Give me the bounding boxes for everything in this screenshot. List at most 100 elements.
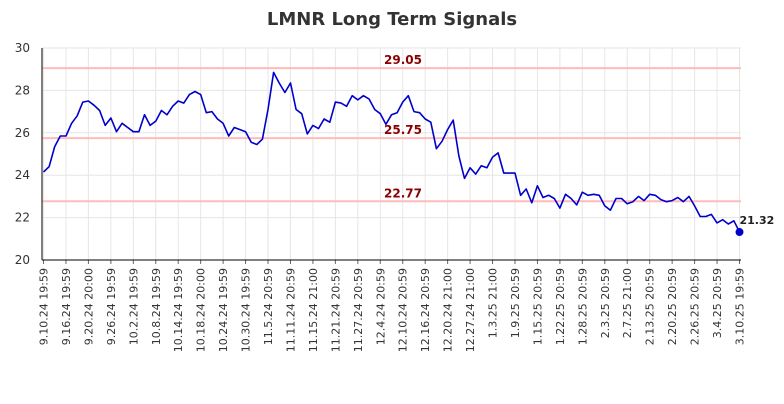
price-data-point xyxy=(188,93,191,96)
price-data-point xyxy=(362,94,365,97)
price-data-point xyxy=(693,204,696,207)
x-tick-label: 12.27.24 21:00 xyxy=(464,268,477,352)
price-data-point xyxy=(160,109,163,112)
y-tick-label: 26 xyxy=(15,126,30,140)
price-data-point xyxy=(250,141,253,144)
price-data-point xyxy=(659,198,662,201)
x-tick-label: 10.14.24 19:59 xyxy=(172,268,185,352)
price-data-point xyxy=(469,166,472,169)
x-tick-label: 11.15.24 21:00 xyxy=(307,268,320,352)
price-data-point xyxy=(379,112,382,115)
price-data-point xyxy=(485,166,488,169)
price-data-point xyxy=(643,199,646,202)
price-data-point xyxy=(671,199,674,202)
x-tick-label: 10.8.24 19:59 xyxy=(150,268,163,345)
price-data-point xyxy=(210,110,213,113)
price-data-point xyxy=(87,100,90,103)
price-data-point xyxy=(446,128,449,131)
price-data-point xyxy=(491,156,494,159)
price-data-point xyxy=(238,128,241,131)
x-tick-label: 11.11.24 20:59 xyxy=(284,268,297,352)
price-data-point xyxy=(261,138,264,141)
price-series-line xyxy=(42,71,741,233)
price-data-point xyxy=(216,118,219,121)
price-data-point xyxy=(182,102,185,105)
x-tick-label: 12.4.24 20:59 xyxy=(374,268,387,345)
x-tick-label: 11.5.24 20:59 xyxy=(262,268,275,345)
price-data-point xyxy=(390,113,393,116)
price-data-point xyxy=(682,200,685,203)
price-data-point xyxy=(626,202,629,205)
price-data-point xyxy=(530,201,533,204)
price-data-point xyxy=(351,94,354,97)
x-tick-label: 1.22.25 20:59 xyxy=(554,268,567,345)
price-data-point xyxy=(412,110,415,113)
price-data-point xyxy=(418,111,421,114)
x-tick-label: 2.20.25 20:59 xyxy=(666,268,679,345)
price-data-point xyxy=(687,195,690,198)
price-data-point xyxy=(704,215,707,218)
price-data-point xyxy=(558,207,561,210)
x-tick-label: 10.2.24 19:59 xyxy=(127,268,140,345)
price-data-point xyxy=(592,193,595,196)
price-data-point xyxy=(233,126,236,129)
y-tick-label: 22 xyxy=(15,211,30,225)
price-data-point xyxy=(171,105,174,108)
price-data-point xyxy=(137,130,140,133)
price-data-point xyxy=(289,81,292,84)
price-data-point xyxy=(345,105,348,108)
price-data-point xyxy=(311,124,314,127)
x-tick-label: 2.26.25 20:59 xyxy=(689,268,702,345)
signal-line-label: 29.05 xyxy=(384,53,422,67)
x-tick-label: 9.10.24 19:59 xyxy=(38,268,51,345)
x-tick-label: 11.21.24 20:59 xyxy=(329,268,342,352)
x-tick-label: 9.16.24 19:59 xyxy=(60,268,73,345)
price-data-point xyxy=(547,194,550,197)
price-data-point xyxy=(227,134,230,137)
price-data-point xyxy=(407,94,410,97)
price-data-point xyxy=(525,187,528,190)
price-data-point xyxy=(396,111,399,114)
price-data-point xyxy=(586,194,589,197)
price-data-point xyxy=(98,109,101,112)
price-data-point xyxy=(70,122,73,125)
price-data-point xyxy=(631,200,634,203)
price-data-point xyxy=(194,90,197,93)
price-data-point xyxy=(283,91,286,94)
y-tick-label: 28 xyxy=(15,83,30,97)
price-data-point xyxy=(339,102,342,105)
x-tick-label: 3.10.25 19:59 xyxy=(734,268,747,345)
x-tick-label: 1.3.25 21:00 xyxy=(487,268,500,338)
signal-line-label: 25.75 xyxy=(384,123,422,137)
price-data-point xyxy=(457,155,460,158)
chart-title: LMNR Long Term Signals xyxy=(267,9,517,30)
price-data-point xyxy=(121,122,124,125)
price-data-point xyxy=(356,98,359,101)
price-data-point xyxy=(564,193,567,196)
x-tick-label: 2.13.25 20:59 xyxy=(644,268,657,345)
last-price-label: 21.32 xyxy=(740,214,775,227)
price-data-point xyxy=(513,172,516,175)
x-tick-label: 2.3.25 20:59 xyxy=(599,268,612,338)
price-data-point xyxy=(244,130,247,133)
price-data-point xyxy=(81,101,84,104)
price-data-point xyxy=(109,116,112,119)
price-data-point xyxy=(575,203,578,206)
price-data-point xyxy=(48,165,51,168)
price-data-point xyxy=(441,140,444,143)
x-tick-label: 1.15.25 20:59 xyxy=(531,268,544,345)
price-data-point xyxy=(53,145,56,148)
price-data-point xyxy=(676,196,679,199)
price-data-point xyxy=(609,209,612,212)
price-data-point xyxy=(177,100,180,103)
x-tick-label: 2.7.25 21:00 xyxy=(621,268,634,338)
price-data-point xyxy=(721,218,724,221)
price-data-point xyxy=(710,213,713,216)
x-tick-label: 9.26.24 19:59 xyxy=(105,268,118,345)
price-data-point xyxy=(463,177,466,180)
price-data-point xyxy=(553,197,556,200)
price-data-point xyxy=(328,121,331,124)
price-data-point xyxy=(699,215,702,218)
x-tick-label: 3.4.25 20:59 xyxy=(711,268,724,338)
price-data-point xyxy=(429,121,432,124)
